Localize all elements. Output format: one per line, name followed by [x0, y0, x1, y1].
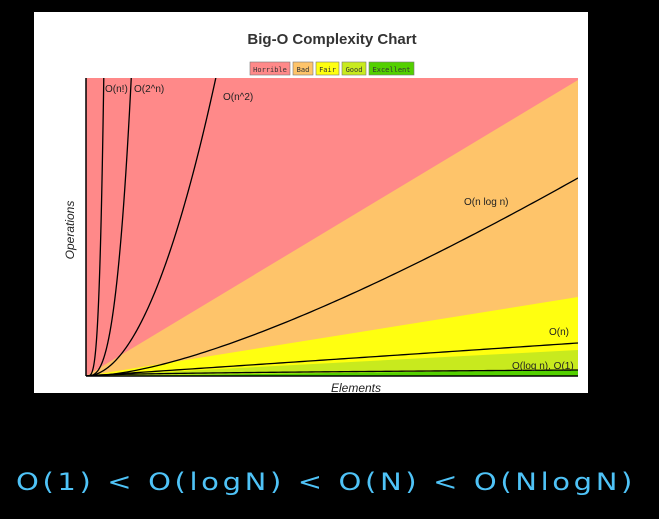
- region-excellent: [86, 370, 578, 376]
- big-o-chart: Big-O Complexity Chart Horrible Bad Fair Go…: [63, 31, 578, 393]
- legend-item-bad: Bad: [292, 61, 314, 76]
- complexity-regions: [86, 78, 578, 376]
- handwritten-annotation: O(1) < O(logN) < O(N) < O(NlogN): [16, 468, 636, 496]
- curve-labels: O(n!) O(2^n) O(n^2) O(n log n) O(n) O(log n),…: [105, 84, 574, 372]
- legend-label: Fair: [319, 66, 336, 74]
- curve-3: [86, 78, 217, 376]
- curve-5: [86, 342, 578, 376]
- legend-label: Excellent: [373, 66, 411, 74]
- curve-label-3: O(n^2): [223, 92, 253, 103]
- curve-label-2: O(2^n): [134, 84, 164, 95]
- curve-label-5: O(n): [549, 327, 569, 338]
- complexity-curves: [86, 78, 578, 376]
- region-bad: [86, 80, 578, 376]
- legend-item-excellent: Excellent: [368, 61, 415, 76]
- chart-card: Big-O Complexity Chart Horrible Bad Fair Go…: [34, 12, 588, 393]
- handwritten-complexity-order: O(1) < O(logN) < O(N) < O(NlogN): [16, 468, 636, 496]
- legend-item-fair: Fair: [315, 61, 340, 76]
- legend-swatch: [368, 61, 415, 76]
- legend-item-good: Good: [341, 61, 367, 76]
- curve-label-6: O(log n), O(1): [512, 361, 574, 372]
- curve-4: [86, 177, 578, 376]
- x-axis-label: Elements: [331, 381, 381, 393]
- curve-label-4: O(n log n): [464, 197, 508, 208]
- legend-label: Good: [346, 66, 363, 74]
- legend-item-horrible: Horrible: [249, 61, 291, 76]
- legend-label: Horrible: [253, 66, 287, 74]
- legend: Horrible Bad Fair Good Excellent: [249, 61, 415, 76]
- region-good: [86, 350, 578, 376]
- legend-swatch: [292, 61, 314, 76]
- y-axis-label: Operations: [63, 201, 77, 260]
- curve-label-1: O(n!): [105, 84, 128, 95]
- chart-title: Big-O Complexity Chart: [247, 31, 416, 48]
- region-fair: [86, 297, 578, 376]
- legend-swatch: [341, 61, 367, 76]
- curve-6: [86, 369, 578, 376]
- legend-label: Bad: [297, 66, 310, 74]
- legend-swatch: [249, 61, 291, 76]
- legend-swatch: [315, 61, 340, 76]
